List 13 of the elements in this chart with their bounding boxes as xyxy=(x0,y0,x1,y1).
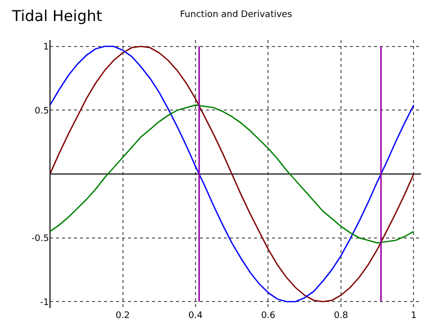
chart-title: Tidal Height xyxy=(11,7,102,25)
x-tick-label: 0.6 xyxy=(261,311,276,321)
x-tick-label: 0.8 xyxy=(334,311,348,321)
y-tick-label: 0.5 xyxy=(34,106,49,116)
chart-subtitle: Function and Derivatives xyxy=(180,10,292,20)
x-tick-label: 0.2 xyxy=(116,311,130,321)
y-tick-label: -0.5 xyxy=(31,234,49,244)
line-series xyxy=(50,104,414,244)
y-tick-label: 1 xyxy=(43,42,49,53)
x-tick-label: 0.4 xyxy=(188,311,203,321)
y-tick-label: -1 xyxy=(40,298,49,308)
x-tick-label: 1 xyxy=(410,311,417,321)
line-series xyxy=(50,46,414,302)
